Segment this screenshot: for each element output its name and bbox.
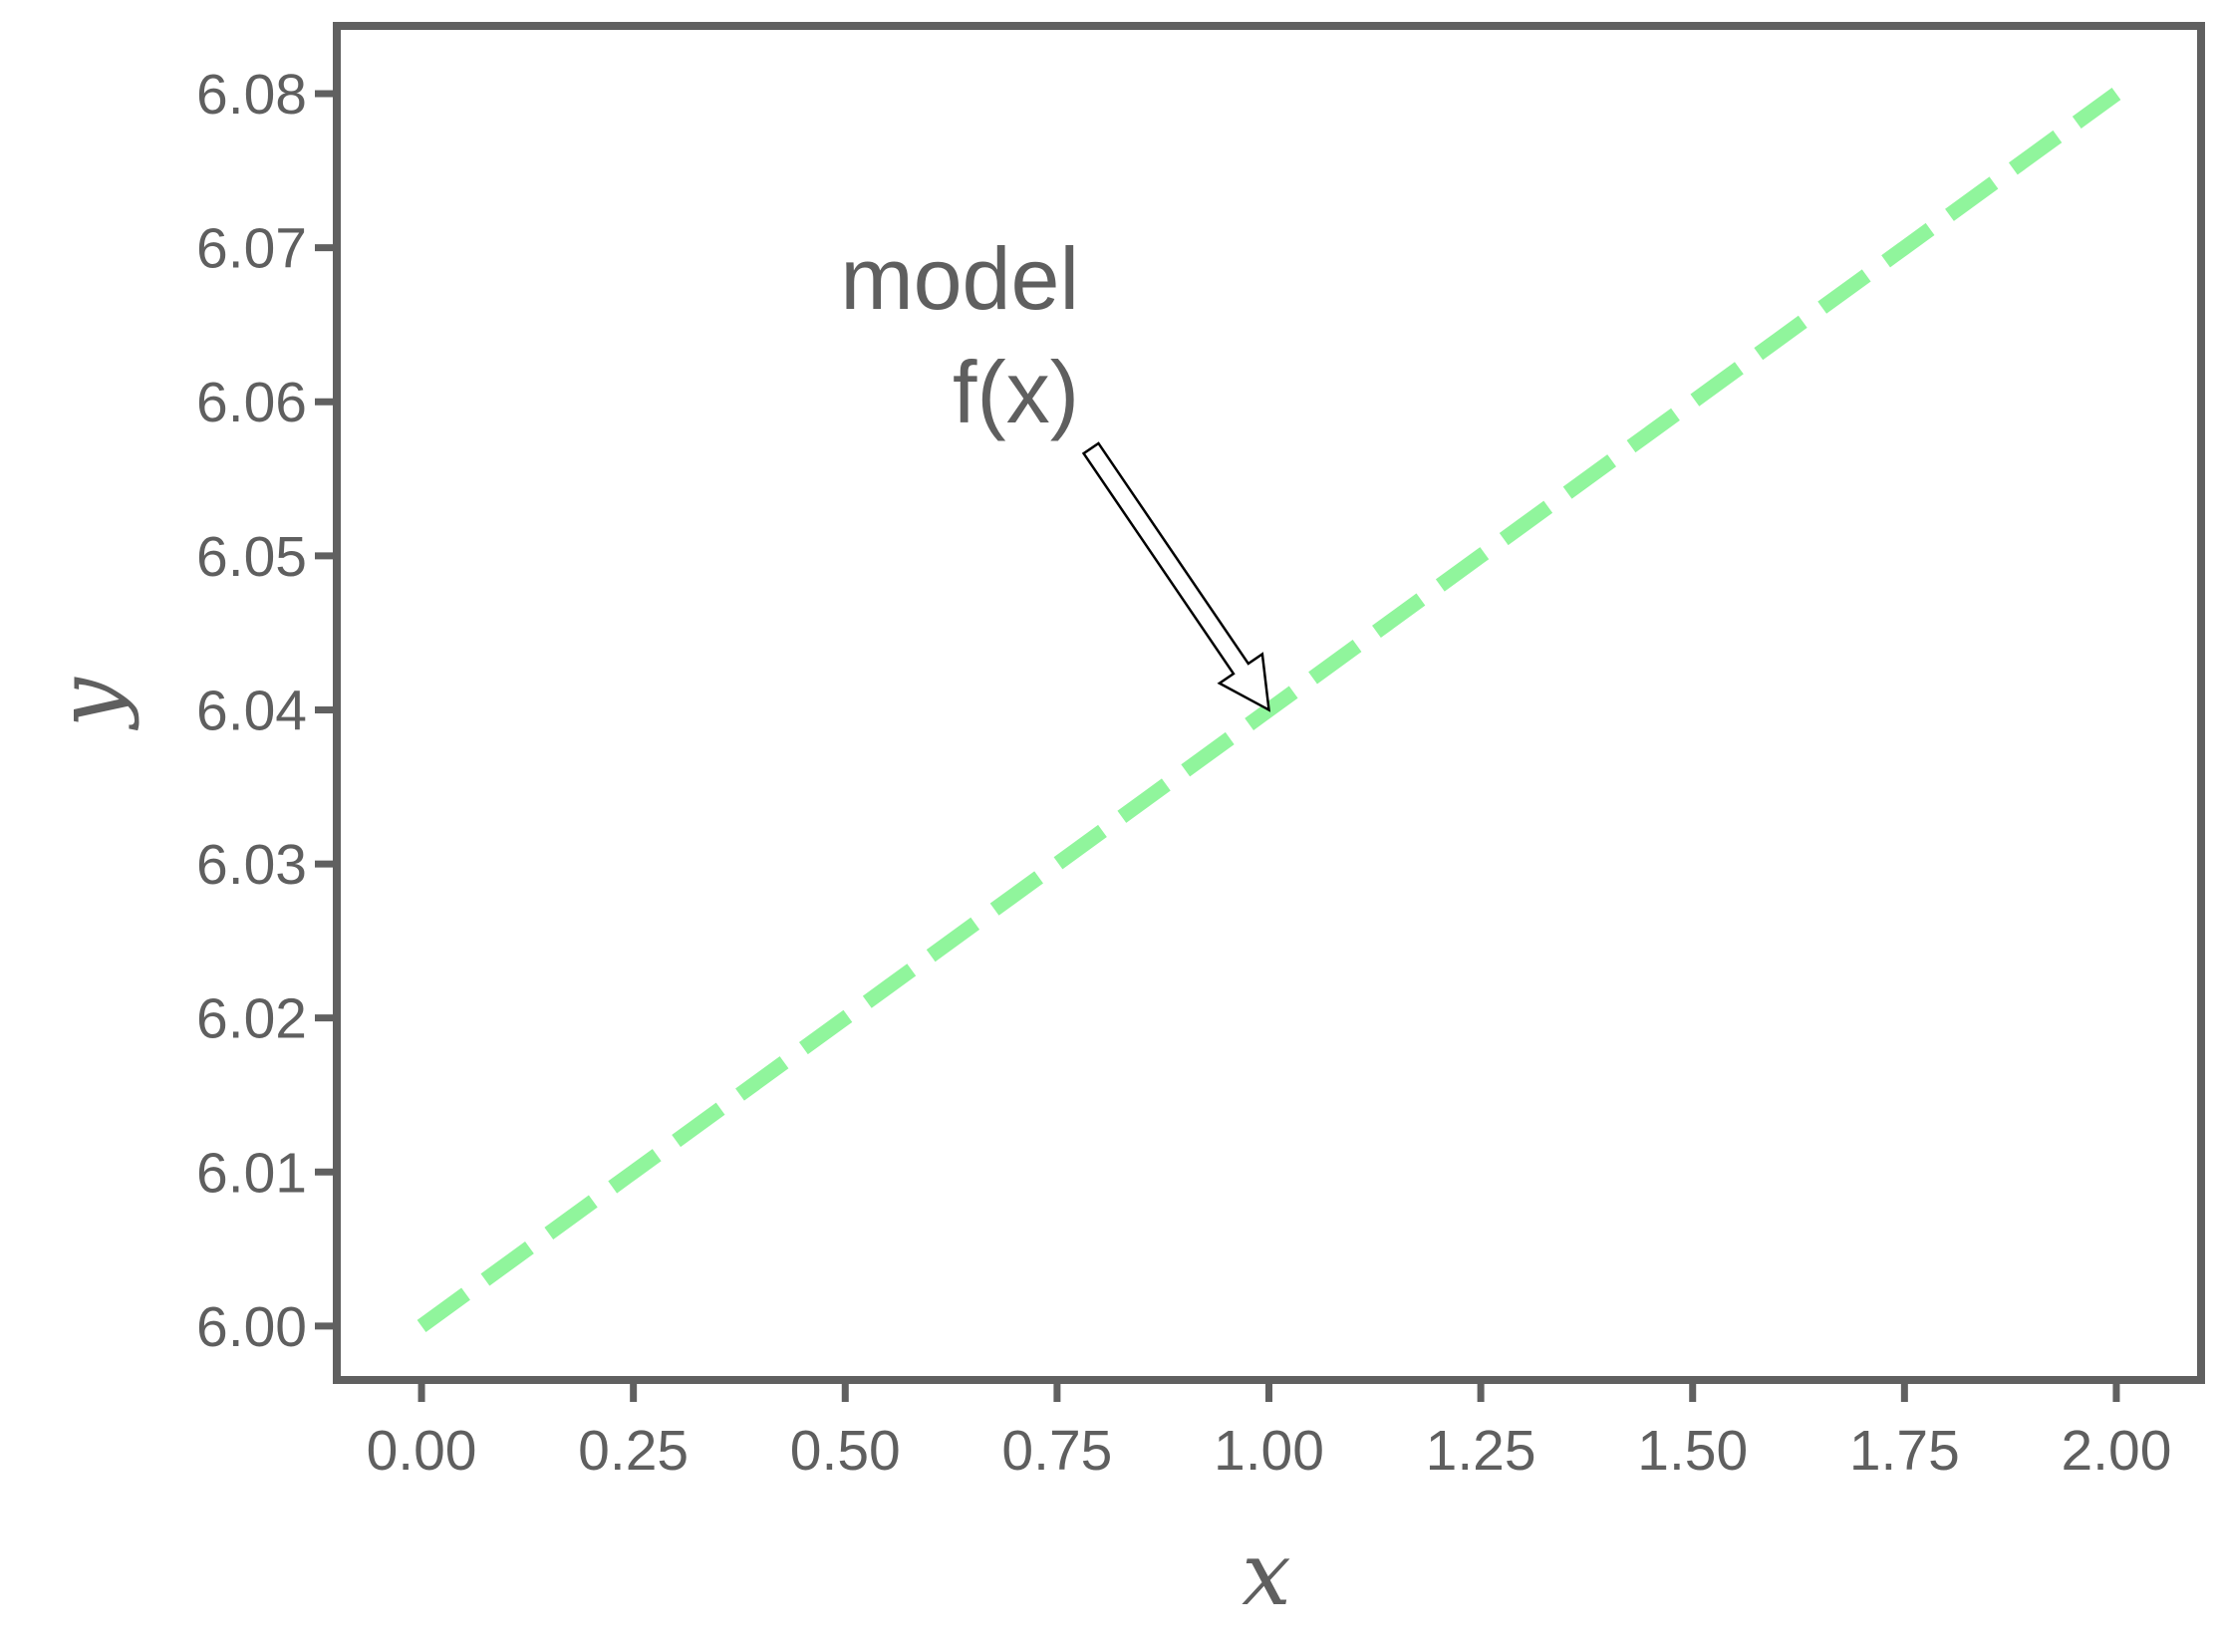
y-tick-label: 6.00	[196, 1295, 307, 1359]
x-tick-label: 0.75	[1001, 1419, 1112, 1483]
y-tick-label: 6.05	[196, 525, 307, 589]
x-tick-label: 1.50	[1637, 1419, 1748, 1483]
x-axis-label: x	[1242, 1522, 1291, 1625]
y-tick-label: 6.06	[196, 371, 307, 434]
plot-frame	[333, 22, 2205, 1384]
x-tick-label: 0.00	[367, 1419, 477, 1483]
annotation-text: model	[840, 229, 1079, 328]
y-tick-label: 6.03	[196, 833, 307, 897]
y-tick-label: 6.01	[196, 1141, 307, 1205]
annotation-text: f(x)	[953, 343, 1079, 441]
x-tick-label: 1.00	[1214, 1419, 1324, 1483]
y-tick-label: 6.02	[196, 987, 307, 1051]
x-tick-label: 0.50	[790, 1419, 901, 1483]
y-axis-label: y	[38, 677, 140, 731]
annotation-arrow	[1081, 441, 1271, 712]
x-tick-label: 1.25	[1426, 1419, 1536, 1483]
y-tick-label: 6.04	[196, 679, 307, 742]
x-tick-label: 0.25	[578, 1419, 689, 1483]
y-tick-label: 6.08	[196, 63, 307, 127]
y-tick-label: 6.07	[196, 217, 307, 281]
x-tick-label: 1.75	[1849, 1419, 1960, 1483]
x-tick-label: 2.00	[2061, 1419, 2171, 1483]
